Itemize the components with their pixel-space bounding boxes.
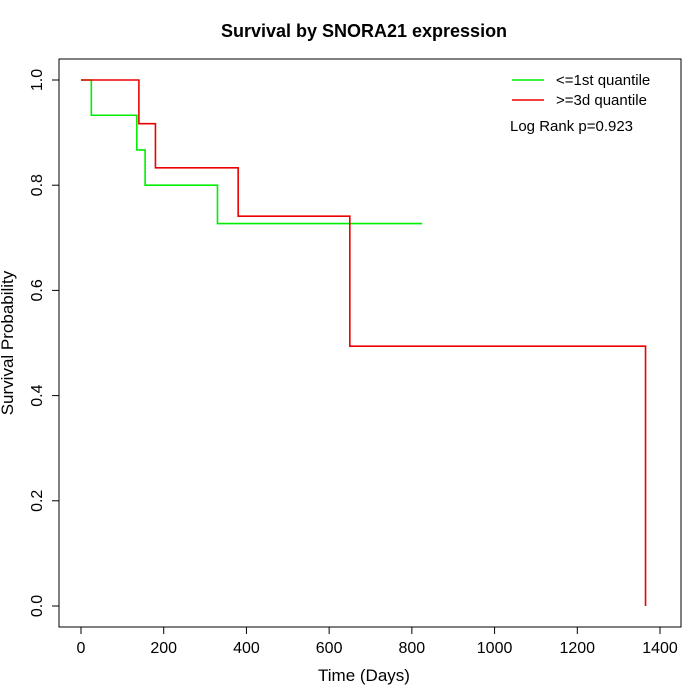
x-tick-label: 800 bbox=[399, 640, 426, 657]
series-group bbox=[81, 79, 647, 606]
chart-title: Survival by SNORA21 expression bbox=[221, 21, 507, 41]
log-rank-annotation: Log Rank p=0.923 bbox=[510, 118, 633, 135]
series-line-1 bbox=[81, 79, 647, 606]
legend: <=1st quantile >=3d quantile bbox=[512, 72, 650, 109]
x-tick-label: 600 bbox=[316, 640, 343, 657]
x-tick-label: 1200 bbox=[559, 640, 595, 657]
y-tick-label: 0.6 bbox=[29, 279, 46, 301]
x-tick-label: 400 bbox=[233, 640, 260, 657]
x-axis-label: Time (Days) bbox=[318, 666, 410, 685]
y-axis: 0.0 0.2 0.4 0.6 0.8 1.0 bbox=[29, 69, 60, 617]
legend-label-1: >=3d quantile bbox=[556, 92, 647, 109]
x-tick-label: 1000 bbox=[477, 640, 513, 657]
x-tick-label: 1400 bbox=[642, 640, 678, 657]
y-tick-label: 0.0 bbox=[29, 595, 46, 617]
y-tick-label: 0.4 bbox=[29, 384, 46, 406]
x-tick-label: 200 bbox=[150, 640, 177, 657]
y-tick-label: 0.2 bbox=[29, 490, 46, 512]
series-line-0 bbox=[81, 79, 423, 225]
y-tick-label: 0.8 bbox=[29, 174, 46, 196]
x-axis: 0 200 400 600 800 1000 1200 1400 bbox=[77, 626, 678, 657]
x-tick-label: 0 bbox=[77, 640, 86, 657]
y-tick-label: 1.0 bbox=[29, 69, 46, 91]
legend-label-0: <=1st quantile bbox=[556, 72, 650, 89]
y-axis-label: Survival Probability bbox=[0, 270, 17, 415]
